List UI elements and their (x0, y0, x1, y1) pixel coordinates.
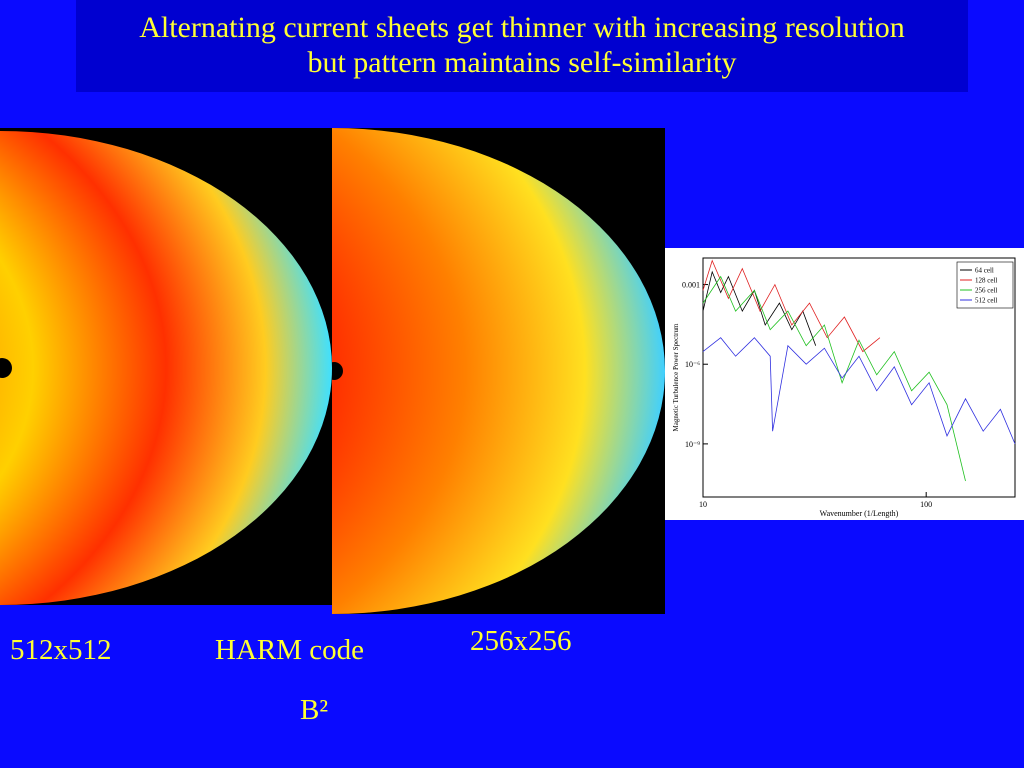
legend-label: 512 cell (975, 297, 997, 305)
resolution-label: 256x256 (470, 625, 572, 657)
y-tick-label: 0.001 (682, 281, 700, 290)
code-label: HARM code (215, 634, 365, 666)
title-line: but pattern maintains self-similarity (307, 46, 737, 79)
quantity-label: B² (300, 694, 329, 726)
y-axis-label: Magnetic Turbulence Power Spectrum (672, 323, 680, 431)
black-hole (332, 362, 343, 380)
y-tick-label: 10⁻⁹ (685, 440, 700, 449)
legend-label: 128 cell (975, 277, 997, 285)
x-tick-label: 10 (699, 500, 707, 509)
legend-label: 256 cell (975, 287, 997, 295)
title-line: Alternating current sheets get thinner w… (139, 11, 905, 44)
legend-label: 64 cell (975, 267, 994, 275)
x-axis-label: Wavenumber (1/Length) (820, 509, 899, 518)
series-line (702, 337, 1016, 445)
x-tick-label: 100 (920, 500, 932, 509)
title-box: Alternating current sheets get thinner w… (76, 0, 968, 92)
resolution-label: 512x512 (10, 634, 112, 666)
simulation-256 (332, 128, 665, 614)
spectrum-plot: 10 100 0.001 10⁻⁶ 10⁻⁹ Wavenumber (1/Length) M… (665, 248, 1024, 520)
black-hole (0, 358, 12, 378)
disk (0, 131, 332, 605)
y-tick-label: 10⁻⁶ (685, 360, 700, 369)
plot-frame (702, 257, 1016, 498)
series-line (702, 259, 881, 353)
simulation-512 (0, 128, 332, 605)
disk (332, 128, 665, 614)
series-line (702, 275, 966, 482)
